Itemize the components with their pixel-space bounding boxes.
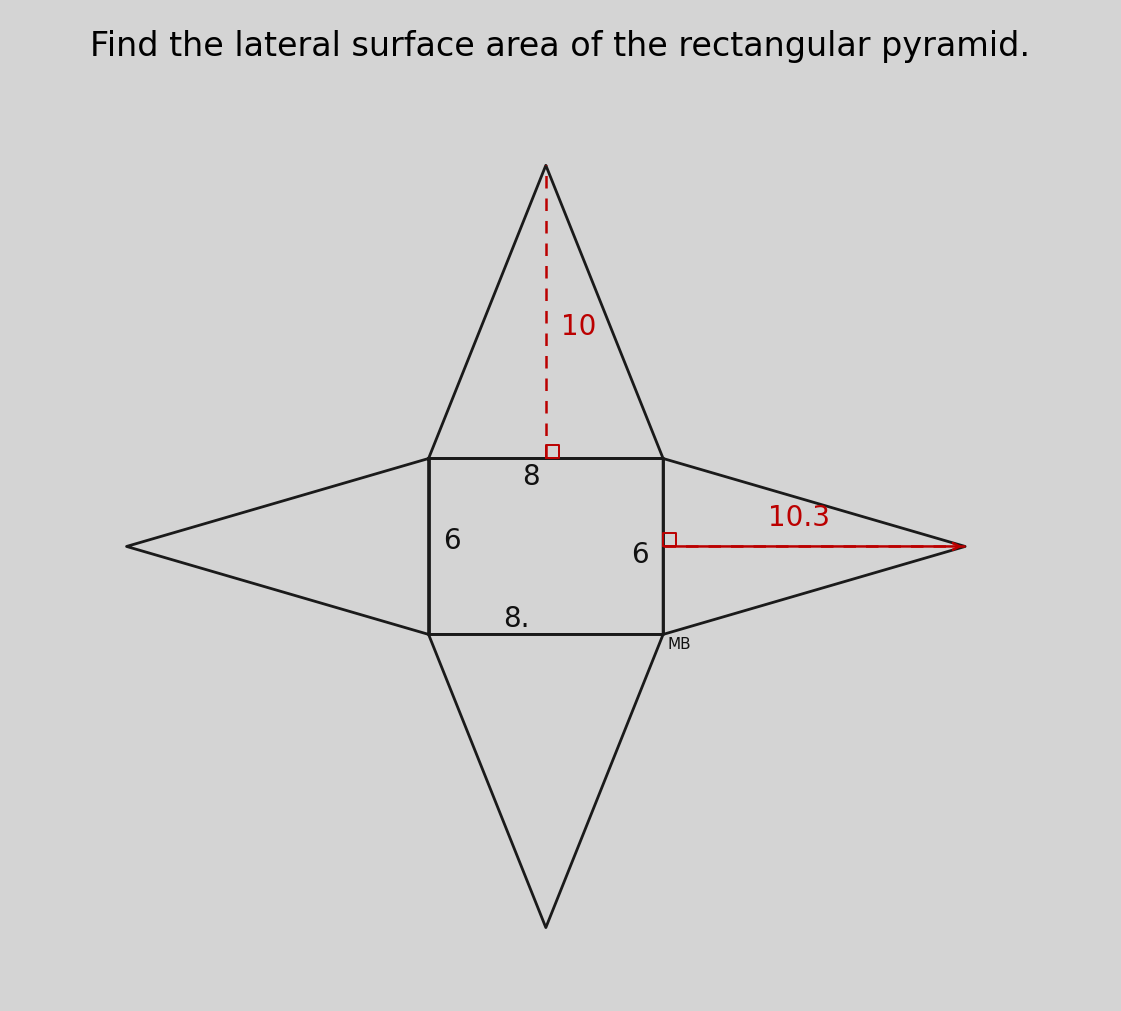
Text: MB: MB: [667, 637, 692, 652]
Text: 6: 6: [631, 541, 648, 569]
Text: 8: 8: [522, 463, 540, 491]
Text: 6: 6: [443, 527, 461, 555]
Text: 10.3: 10.3: [768, 503, 830, 532]
Text: Find the lateral surface area of the rectangular pyramid.: Find the lateral surface area of the rec…: [90, 30, 1030, 64]
Text: 10: 10: [560, 312, 596, 341]
Text: 8.: 8.: [503, 605, 530, 633]
